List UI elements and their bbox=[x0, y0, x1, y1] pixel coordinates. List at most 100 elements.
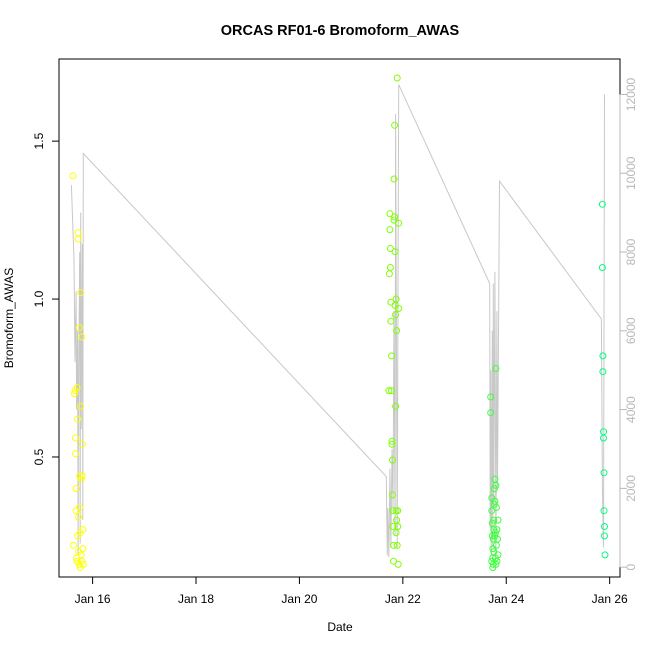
axes-layer: Jan 16 Jan 18 Jan 20 Jan 22 Jan 24 Jan 26 0.5 1… bbox=[32, 58, 638, 606]
x-tick-label: Jan 22 bbox=[385, 592, 421, 606]
data-point-flight-3-30 bbox=[493, 526, 501, 534]
x-tick-label: Jan 20 bbox=[281, 592, 317, 606]
data-point-flight-2-36 bbox=[395, 219, 403, 227]
data-point-flight-3-28 bbox=[491, 532, 499, 540]
data-point-flight-1-6 bbox=[72, 485, 80, 493]
data-point-flight-1-29 bbox=[78, 440, 86, 448]
data-point-flight-2-10 bbox=[388, 437, 396, 445]
data-point-flight-2-2 bbox=[386, 210, 394, 218]
x-tick-label: Jan 18 bbox=[178, 592, 214, 606]
data-point-flight-2-21 bbox=[391, 121, 399, 129]
data-point-flight-2-7 bbox=[387, 317, 395, 325]
y2-tick-label: 8000 bbox=[624, 238, 638, 265]
data-point-flight-3-19 bbox=[492, 365, 500, 372]
data-point-flight-4-0 bbox=[598, 200, 606, 208]
data-point-flight-2-12 bbox=[389, 456, 396, 464]
data-point-flight-2-29 bbox=[393, 327, 401, 335]
data-point-flight-4-1 bbox=[598, 264, 606, 271]
data-point-flight-2-27 bbox=[392, 529, 400, 537]
data-point-flight-4-6 bbox=[600, 469, 608, 477]
x-tick-label: Jan 24 bbox=[488, 592, 524, 606]
x-tick-label: Jan 26 bbox=[592, 592, 628, 606]
data-point-flight-2-31 bbox=[393, 541, 401, 549]
data-point-flight-1-1 bbox=[70, 541, 77, 549]
data-point-flight-4-8 bbox=[601, 523, 608, 530]
data-point-flight-2-13 bbox=[389, 491, 396, 499]
data-point-flight-2-28 bbox=[392, 295, 400, 303]
data-point-flight-4-9 bbox=[601, 532, 608, 540]
data-point-flight-1-32 bbox=[79, 545, 87, 553]
data-point-flight-4-7 bbox=[600, 507, 608, 515]
data-point-flight-3-16 bbox=[491, 529, 499, 537]
data-points-layer bbox=[69, 74, 609, 571]
data-point-flight-2-22 bbox=[391, 248, 399, 256]
data-point-flight-4-3 bbox=[599, 368, 607, 376]
data-point-flight-1-0 bbox=[69, 172, 77, 180]
data-point-flight-2-15 bbox=[389, 523, 397, 530]
data-point-flight-4-5 bbox=[600, 434, 607, 442]
data-point-flight-2-25 bbox=[392, 402, 400, 410]
y2-tick-label: 4000 bbox=[624, 396, 638, 423]
data-point-flight-3-15 bbox=[491, 497, 499, 505]
y-tick-label: 1.5 bbox=[32, 132, 46, 149]
x-axis-label: Date bbox=[327, 620, 353, 634]
data-point-flight-2-19 bbox=[390, 175, 398, 183]
data-point-flight-1-23 bbox=[77, 289, 85, 297]
data-point-flight-1-28 bbox=[78, 333, 86, 341]
data-point-flight-1-10 bbox=[73, 384, 81, 391]
data-point-flight-1-15 bbox=[75, 513, 83, 521]
data-point-flight-3-20 bbox=[492, 504, 500, 511]
data-point-flight-3-11 bbox=[490, 516, 498, 524]
chart-title: ORCAS RF01-6 Bromoform_AWAS bbox=[221, 23, 460, 39]
y2-tick-label: 12000 bbox=[624, 77, 638, 111]
data-point-flight-1-31 bbox=[79, 526, 87, 534]
data-point-flight-3-4 bbox=[488, 519, 496, 527]
data-point-flight-1-5 bbox=[72, 450, 79, 458]
data-point-flight-3-3 bbox=[488, 507, 496, 515]
data-point-flight-3-0 bbox=[487, 393, 495, 401]
data-point-flight-3-1 bbox=[487, 409, 495, 417]
data-point-flight-1-18 bbox=[75, 324, 83, 331]
data-point-flight-2-0 bbox=[385, 387, 393, 395]
y-axis-label: Bromoform_AWAS bbox=[2, 268, 16, 368]
data-point-flight-2-11 bbox=[388, 440, 396, 448]
data-point-flight-2-17 bbox=[390, 557, 397, 565]
data-point-flight-2-33 bbox=[394, 507, 402, 515]
data-point-flight-2-30 bbox=[393, 516, 401, 524]
data-point-flight-1-25 bbox=[77, 475, 85, 483]
data-point-flight-2-20 bbox=[391, 213, 399, 221]
data-point-flight-2-14 bbox=[389, 507, 397, 515]
data-point-flight-3-31 bbox=[494, 516, 502, 524]
y2-tick-label: 0 bbox=[624, 564, 638, 571]
data-point-flight-2-3 bbox=[386, 226, 394, 234]
data-point-flight-2-5 bbox=[386, 264, 394, 271]
data-point-flight-1-24 bbox=[77, 402, 85, 410]
data-point-flight-2-24 bbox=[392, 311, 400, 319]
data-point-flight-2-37 bbox=[395, 305, 403, 312]
data-point-flight-1-14 bbox=[74, 235, 82, 243]
data-point-flight-1-20 bbox=[76, 504, 84, 511]
data-point-flight-4-10 bbox=[601, 551, 609, 559]
data-point-flight-1-19 bbox=[76, 472, 84, 480]
y-tick-label: 1.0 bbox=[32, 290, 46, 307]
data-point-flight-2-16 bbox=[390, 541, 397, 549]
x-tick-label: Jan 16 bbox=[75, 592, 111, 606]
data-point-flight-2-18 bbox=[390, 216, 398, 224]
data-point-flight-1-30 bbox=[78, 472, 86, 480]
data-point-flight-4-2 bbox=[599, 352, 607, 360]
data-point-flight-2-35 bbox=[394, 560, 402, 568]
data-point-flight-1-4 bbox=[72, 434, 79, 442]
data-point-flight-1-2 bbox=[71, 390, 78, 398]
data-point-flight-3-13 bbox=[490, 485, 498, 493]
data-point-flight-2-32 bbox=[393, 74, 401, 82]
data-point-flight-2-8 bbox=[388, 352, 395, 360]
data-point-flight-2-34 bbox=[394, 523, 402, 530]
y-tick-label: 0.5 bbox=[32, 448, 46, 465]
y2-tick-label: 6000 bbox=[624, 317, 638, 344]
data-point-flight-1-11 bbox=[74, 415, 82, 423]
data-point-flight-1-27 bbox=[78, 557, 86, 565]
data-point-flight-3-27 bbox=[490, 548, 498, 556]
y2-tick-label: 10000 bbox=[624, 156, 638, 190]
